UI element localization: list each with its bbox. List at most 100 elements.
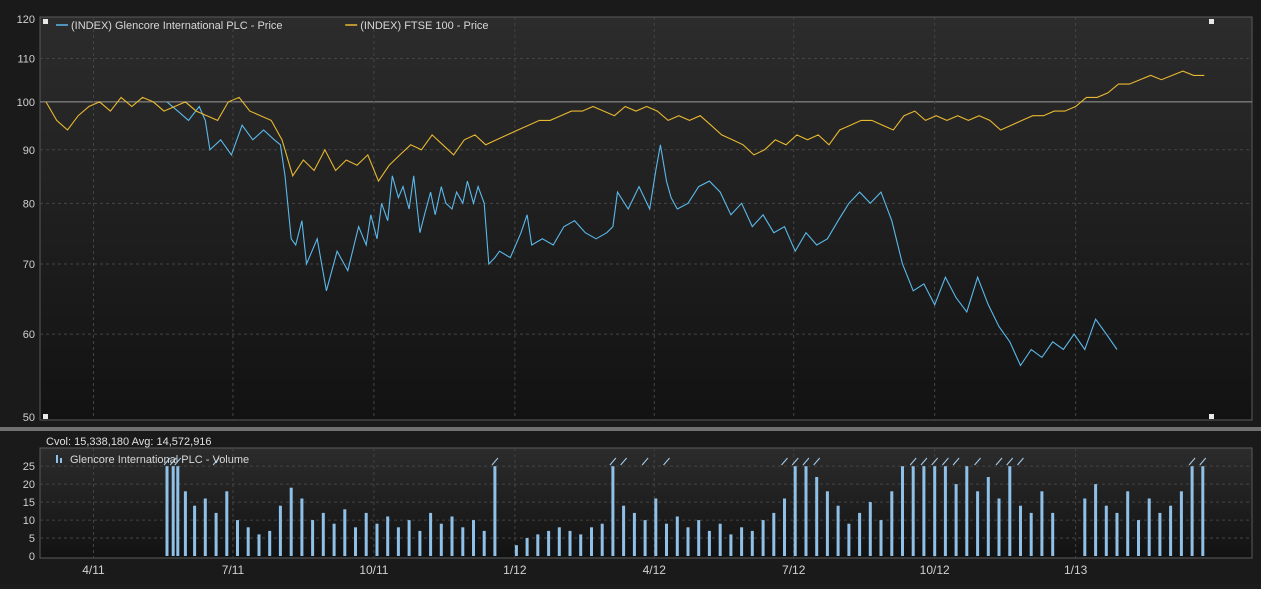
volume-bar	[1190, 466, 1194, 556]
volume-overflow-mark	[174, 457, 182, 466]
volume-bar	[986, 477, 990, 556]
volume-overflow-mark	[781, 457, 788, 466]
volume-bar	[707, 530, 711, 556]
volume-bar	[686, 527, 690, 556]
volume-bar	[396, 527, 400, 556]
x-tick-label: 4/12	[643, 563, 667, 577]
volume-bar	[568, 530, 572, 556]
volume-bar	[439, 523, 443, 556]
volume-bar	[1169, 505, 1173, 556]
volume-legend-swatch	[60, 458, 62, 463]
volume-bar	[750, 530, 754, 556]
volume-bar	[890, 491, 894, 556]
volume-bar	[407, 520, 411, 556]
price-series-group	[45, 70, 1205, 367]
volume-bar	[858, 512, 862, 556]
volume-bar	[343, 509, 347, 556]
volume-bar	[997, 498, 1001, 556]
price-y-tick-label: 80	[23, 198, 35, 210]
volume-bar	[332, 523, 336, 556]
volume-bar	[579, 534, 583, 556]
volume-bar	[375, 523, 379, 556]
price-legend: (INDEX) Glencore International PLC - Pri…	[56, 20, 489, 32]
volume-bar	[675, 516, 679, 556]
volume-bar	[868, 502, 872, 556]
volume-bar	[176, 466, 180, 556]
volume-bar	[954, 484, 958, 556]
volume-bar	[1115, 512, 1119, 556]
volume-legend-swatch	[56, 455, 58, 463]
volume-bar	[1201, 466, 1205, 556]
volume-bar	[300, 498, 304, 556]
volume-bar	[1104, 505, 1108, 556]
x-tick-label: 7/12	[782, 563, 806, 577]
volume-y-tick-label: 10	[23, 515, 35, 527]
volume-bar	[557, 527, 561, 556]
x-tick-label: 7/11	[222, 563, 245, 577]
price-y-tick-label: 60	[23, 329, 35, 341]
volume-bar	[450, 516, 454, 556]
volume-bar	[536, 534, 540, 556]
volume-bar	[461, 527, 465, 556]
price-y-tick-label: 120	[17, 14, 35, 26]
volume-bar	[697, 520, 701, 556]
resize-handle-top-right[interactable]	[1209, 19, 1214, 24]
panel-splitter[interactable]	[0, 427, 1261, 431]
volume-bar	[547, 530, 551, 556]
x-axis: 4/11 7/11 10/11 1/12 4/12 7/12 10/12 1/13	[82, 563, 1087, 577]
volume-bar	[289, 487, 293, 556]
volume-bar	[183, 491, 187, 556]
volume-bar	[1008, 466, 1012, 556]
volume-bar	[1137, 520, 1140, 556]
volume-header: Cvol: 15,338,180 Avg: 14,572,916	[46, 436, 212, 448]
volume-overflow-mark	[802, 457, 810, 466]
volume-y-tick-label: 25	[23, 461, 35, 473]
volume-bar	[729, 534, 733, 556]
volume-bar	[493, 466, 497, 556]
volume-bar	[815, 477, 819, 556]
volume-bar	[793, 466, 797, 556]
x-tick-label: 10/12	[920, 563, 950, 577]
volume-overflow-mark	[620, 457, 628, 466]
volume-overflow-mark	[212, 457, 220, 466]
volume-bar	[1147, 498, 1151, 556]
price-y-tick-label: 50	[23, 412, 35, 424]
resize-handle-bottom-right[interactable]	[1209, 414, 1214, 419]
volume-bar	[772, 512, 776, 556]
volume-bar	[418, 530, 422, 556]
volume-overflow-mark	[920, 457, 928, 466]
volume-bar	[278, 505, 282, 556]
volume-bar	[901, 466, 904, 556]
volume-bar	[257, 534, 261, 556]
volume-bar	[718, 523, 722, 556]
volume-legend-label: Glencore International PLC - Volume	[70, 454, 249, 466]
volume-bar	[1126, 491, 1130, 556]
volume-bar	[590, 527, 593, 556]
volume-overflow-mark	[909, 457, 917, 466]
resize-handle-top-left[interactable]	[43, 19, 48, 24]
volume-y-tick-label: 15	[23, 497, 35, 509]
volume-bar	[514, 545, 518, 556]
resize-handle-bottom-left[interactable]	[43, 414, 48, 419]
x-tick-label: 10/11	[359, 563, 388, 577]
volume-overflow-mark	[609, 457, 617, 466]
volume-overflow-mark	[952, 457, 960, 466]
volume-overflow-mark	[1188, 457, 1196, 466]
volume-bar	[622, 505, 626, 556]
volume-bar	[665, 523, 668, 556]
volume-bar	[1051, 512, 1055, 556]
volume-bar	[214, 512, 218, 556]
volume-bar	[1179, 491, 1183, 556]
volume-legend: Glencore International PLC - Volume	[56, 454, 249, 466]
volume-bar	[761, 520, 765, 556]
volume-bar	[1158, 512, 1162, 556]
volume-bar	[193, 505, 197, 556]
volume-bar	[311, 520, 315, 556]
volume-bar	[429, 512, 433, 556]
volume-overflow-mark	[1006, 457, 1014, 466]
volume-bar	[740, 527, 744, 556]
volume-bar	[600, 523, 604, 556]
volume-bar	[965, 466, 969, 556]
volume-bar	[525, 538, 529, 556]
